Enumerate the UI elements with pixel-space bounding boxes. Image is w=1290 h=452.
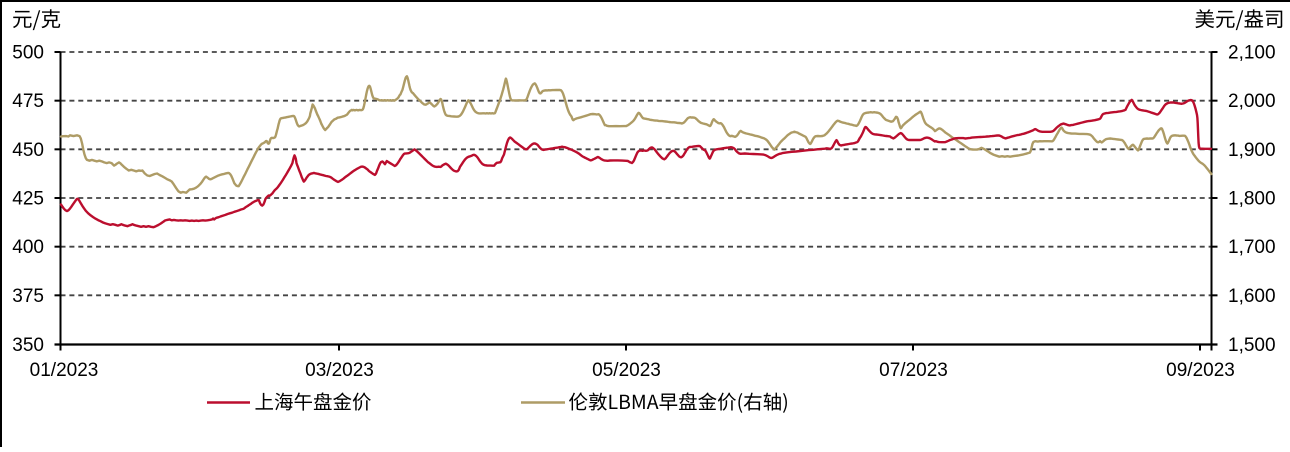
svg-text:1,800: 1,800	[1228, 189, 1276, 210]
svg-text:350: 350	[12, 335, 44, 356]
svg-text:1,700: 1,700	[1228, 237, 1276, 258]
svg-text:09/2023: 09/2023	[1166, 360, 1235, 381]
svg-text:07/2023: 07/2023	[879, 360, 948, 381]
svg-text:375: 375	[12, 286, 44, 307]
svg-text:2,100: 2,100	[1228, 43, 1276, 64]
svg-text:2,000: 2,000	[1228, 91, 1276, 112]
svg-text:425: 425	[12, 189, 44, 210]
svg-text:400: 400	[12, 237, 44, 258]
svg-text:05/2023: 05/2023	[592, 360, 661, 381]
svg-text:1,500: 1,500	[1228, 335, 1276, 356]
svg-text:03/2023: 03/2023	[305, 360, 374, 381]
svg-text:1,900: 1,900	[1228, 140, 1276, 161]
svg-text:450: 450	[12, 140, 44, 161]
svg-text:475: 475	[12, 91, 44, 112]
svg-text:01/2023: 01/2023	[30, 360, 99, 381]
svg-text:500: 500	[12, 43, 44, 64]
svg-text:1,600: 1,600	[1228, 286, 1276, 307]
